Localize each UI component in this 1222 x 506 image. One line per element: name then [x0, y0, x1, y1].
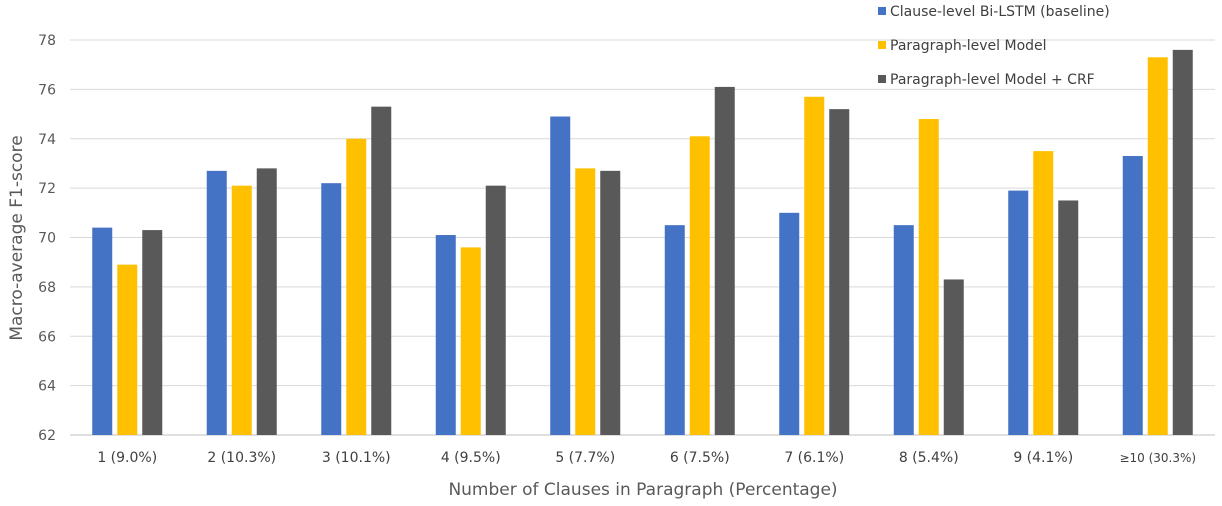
bar	[893, 225, 914, 435]
bar	[371, 106, 392, 435]
legend-swatch	[878, 7, 886, 15]
bar	[804, 96, 825, 435]
x-tick-label: 1 (9.0%)	[97, 450, 157, 466]
bar	[92, 227, 113, 435]
bar	[346, 138, 367, 435]
bar	[485, 185, 506, 435]
legend-label: Clause-level Bi-LSTM (baseline)	[890, 4, 1110, 20]
bar	[142, 230, 163, 435]
bar	[1172, 49, 1193, 435]
y-tick-label: 74	[38, 132, 56, 148]
y-tick-label: 76	[38, 82, 56, 98]
x-tick-label: 3 (10.1%)	[322, 450, 391, 466]
bar	[918, 119, 939, 435]
bar	[1058, 200, 1079, 435]
bar	[117, 264, 138, 435]
x-tick-label: 2 (10.3%)	[207, 450, 276, 466]
bar	[206, 170, 227, 435]
bar	[550, 116, 571, 435]
x-tick-label: 6 (7.5%)	[670, 450, 730, 466]
y-tick-label: 70	[38, 231, 56, 247]
y-tick-label: 78	[38, 33, 56, 49]
bar	[1122, 156, 1143, 435]
x-tick-label: ≥10 (30.3%)	[1119, 451, 1196, 465]
y-tick-label: 68	[38, 280, 56, 296]
y-axis-ticks: 62 64 66 68 70 72 74 76 78	[38, 33, 56, 444]
bar	[575, 168, 596, 435]
bar	[600, 170, 621, 435]
bar	[1147, 57, 1168, 435]
bar	[256, 168, 277, 435]
bar	[779, 212, 800, 435]
legend: Clause-level Bi-LSTM (baseline) Paragraph…	[878, 4, 1110, 88]
bar	[689, 136, 710, 435]
x-tick-label: 9 (4.1%)	[1013, 450, 1073, 466]
x-axis-ticks: 1 (9.0%) 2 (10.3%) 3 (10.1%) 4 (9.5%) 5 (7.7…	[97, 450, 1196, 466]
legend-swatch	[878, 75, 886, 83]
x-tick-label: 4 (9.5%)	[441, 450, 501, 466]
y-axis-title: Macro-average F1-score	[7, 135, 27, 340]
bars	[92, 49, 1193, 435]
bar	[1008, 190, 1029, 435]
y-tick-label: 66	[38, 329, 56, 345]
legend-label: Paragraph-level Model + CRF	[890, 72, 1095, 88]
bar	[231, 185, 252, 435]
y-tick-label: 64	[38, 379, 56, 395]
x-tick-label: 8 (5.4%)	[899, 450, 959, 466]
legend-label: Paragraph-level Model	[890, 38, 1047, 54]
bar	[664, 225, 685, 435]
legend-swatch	[878, 41, 886, 49]
x-tick-label: 7 (6.1%)	[784, 450, 844, 466]
bar	[829, 109, 850, 435]
bar	[321, 183, 342, 435]
bar	[435, 235, 456, 435]
bar	[714, 86, 735, 435]
bar	[1033, 151, 1054, 435]
y-tick-label: 72	[38, 181, 56, 197]
x-axis-title: Number of Clauses in Paragraph (Percenta…	[448, 480, 837, 500]
x-tick-label: 5 (7.7%)	[555, 450, 615, 466]
bar	[460, 247, 481, 435]
bar	[943, 279, 964, 435]
y-tick-label: 62	[38, 428, 56, 444]
